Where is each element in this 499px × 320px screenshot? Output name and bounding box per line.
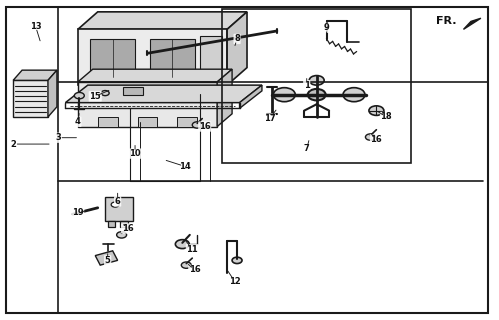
Circle shape	[101, 91, 109, 96]
Text: 18: 18	[381, 113, 392, 122]
Text: 8: 8	[234, 35, 240, 44]
Polygon shape	[200, 36, 222, 79]
Polygon shape	[177, 117, 197, 126]
Text: 3: 3	[55, 133, 61, 142]
Circle shape	[111, 202, 119, 207]
Text: 6: 6	[115, 197, 121, 206]
Polygon shape	[90, 39, 135, 77]
Polygon shape	[78, 69, 232, 82]
Text: 2: 2	[10, 140, 16, 148]
Polygon shape	[98, 117, 118, 126]
Circle shape	[175, 240, 189, 249]
Text: 16: 16	[199, 122, 211, 131]
Text: FR.: FR.	[436, 16, 457, 27]
Text: 13: 13	[30, 22, 41, 31]
Polygon shape	[150, 39, 195, 77]
Polygon shape	[123, 87, 143, 95]
Polygon shape	[227, 12, 247, 85]
Text: 17: 17	[263, 114, 275, 123]
Text: 7: 7	[304, 144, 309, 153]
Polygon shape	[13, 70, 57, 80]
Polygon shape	[120, 220, 128, 227]
Text: 12: 12	[229, 276, 241, 285]
Polygon shape	[464, 18, 481, 29]
Polygon shape	[240, 85, 262, 108]
Polygon shape	[78, 82, 217, 126]
Text: 5: 5	[105, 256, 111, 265]
Text: 16: 16	[122, 224, 133, 233]
Text: 9: 9	[324, 23, 329, 32]
Text: 19: 19	[72, 208, 84, 217]
Circle shape	[369, 106, 384, 116]
Text: 1: 1	[304, 81, 310, 90]
Circle shape	[365, 134, 375, 140]
Circle shape	[181, 262, 191, 268]
Polygon shape	[48, 70, 57, 117]
Polygon shape	[108, 220, 115, 227]
Polygon shape	[13, 80, 48, 117]
Polygon shape	[138, 117, 158, 126]
Text: 16: 16	[189, 265, 201, 275]
Polygon shape	[78, 12, 247, 29]
Text: 10: 10	[129, 149, 141, 158]
Circle shape	[308, 89, 326, 100]
Polygon shape	[217, 69, 232, 126]
Circle shape	[74, 92, 84, 99]
Text: 15: 15	[89, 92, 101, 101]
Text: 16: 16	[371, 135, 382, 144]
Bar	[222, 9, 411, 163]
Circle shape	[192, 122, 202, 128]
Polygon shape	[95, 251, 118, 265]
Circle shape	[309, 76, 324, 85]
Circle shape	[343, 88, 365, 102]
Text: 14: 14	[179, 162, 191, 171]
Circle shape	[117, 232, 127, 238]
Polygon shape	[105, 197, 133, 220]
Circle shape	[273, 88, 295, 102]
Polygon shape	[65, 85, 262, 103]
Circle shape	[232, 257, 242, 264]
Text: 11: 11	[187, 245, 198, 254]
Text: 4: 4	[75, 117, 81, 126]
Polygon shape	[78, 29, 227, 85]
